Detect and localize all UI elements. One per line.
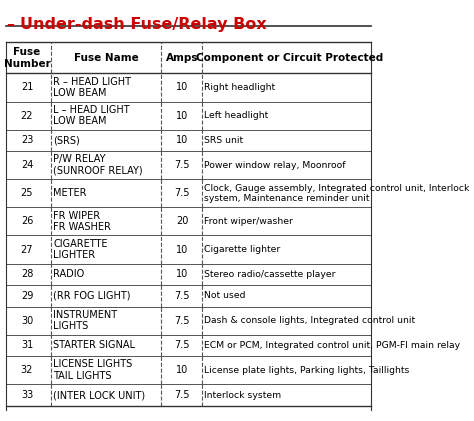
Text: (INTER LOCK UNIT): (INTER LOCK UNIT) [53, 390, 145, 400]
Text: 7.5: 7.5 [174, 316, 190, 325]
Text: 7.5: 7.5 [174, 188, 190, 198]
Text: 24: 24 [21, 160, 33, 170]
Text: 31: 31 [21, 341, 33, 350]
Text: Dash & console lights, Integrated control unit: Dash & console lights, Integrated contro… [204, 316, 415, 325]
Text: 30: 30 [21, 316, 33, 325]
Text: (SRS): (SRS) [53, 136, 80, 145]
Text: Component or Circuit Protected: Component or Circuit Protected [196, 53, 383, 63]
Text: Left headlight: Left headlight [204, 111, 268, 120]
Text: 33: 33 [21, 390, 33, 400]
Text: 7.5: 7.5 [174, 160, 190, 170]
Text: 28: 28 [21, 269, 33, 280]
Text: Fuse Name: Fuse Name [74, 53, 138, 63]
Text: Right headlight: Right headlight [204, 83, 275, 92]
Text: License plate lights, Parking lights, Taillights: License plate lights, Parking lights, Ta… [204, 366, 409, 375]
Text: 7.5: 7.5 [174, 390, 190, 400]
Text: P/W RELAY
(SUNROOF RELAY): P/W RELAY (SUNROOF RELAY) [53, 155, 143, 176]
Text: 26: 26 [21, 216, 33, 226]
Text: 22: 22 [21, 111, 33, 120]
Text: Front wiper/washer: Front wiper/washer [204, 217, 292, 226]
Text: Not used: Not used [204, 291, 245, 300]
Text: 20: 20 [176, 216, 188, 226]
Text: Stereo radio/cassette player: Stereo radio/cassette player [204, 270, 335, 279]
Text: 27: 27 [21, 245, 33, 255]
Text: 25: 25 [21, 188, 33, 198]
Text: FR WIPER
FR WASHER: FR WIPER FR WASHER [53, 210, 111, 232]
Text: Power window relay, Moonroof: Power window relay, Moonroof [204, 161, 345, 170]
Text: Amps: Amps [166, 53, 198, 63]
Text: Under-dash Fuse/Relay Box: Under-dash Fuse/Relay Box [19, 17, 266, 32]
Text: LICENSE LIGHTS
TAIL LIGHTS: LICENSE LIGHTS TAIL LIGHTS [53, 360, 132, 381]
Text: 32: 32 [21, 365, 33, 375]
Text: Clock, Gauge assembly, Integrated control unit, Interlock
system, Maintenance re: Clock, Gauge assembly, Integrated contro… [204, 184, 469, 203]
Text: SRS unit: SRS unit [204, 136, 243, 145]
Text: –: – [7, 17, 15, 32]
Text: Fuse
Number: Fuse Number [4, 47, 50, 69]
Text: 10: 10 [176, 83, 188, 93]
Text: 7.5: 7.5 [174, 341, 190, 350]
Text: ECM or PCM, Integrated control unit, PGM-FI main relay: ECM or PCM, Integrated control unit, PGM… [204, 341, 460, 350]
Text: Cigarette lighter: Cigarette lighter [204, 245, 280, 254]
Text: (RR FOG LIGHT): (RR FOG LIGHT) [53, 291, 130, 301]
Text: 21: 21 [21, 83, 33, 93]
Text: 10: 10 [176, 111, 188, 120]
Text: L – HEAD LIGHT
LOW BEAM: L – HEAD LIGHT LOW BEAM [53, 105, 129, 126]
Text: METER: METER [53, 188, 86, 198]
Text: 10: 10 [176, 269, 188, 280]
Text: R – HEAD LIGHT
LOW BEAM: R – HEAD LIGHT LOW BEAM [53, 77, 131, 98]
Text: Interlock system: Interlock system [204, 391, 281, 400]
Text: 7.5: 7.5 [174, 291, 190, 301]
Text: CIGARETTE
LIGHTER: CIGARETTE LIGHTER [53, 239, 108, 260]
Text: RADIO: RADIO [53, 269, 84, 280]
Text: 29: 29 [21, 291, 33, 301]
Text: 10: 10 [176, 245, 188, 255]
Text: STARTER SIGNAL: STARTER SIGNAL [53, 341, 135, 350]
Text: 23: 23 [21, 136, 33, 145]
Text: 10: 10 [176, 365, 188, 375]
Text: 10: 10 [176, 136, 188, 145]
Text: INSTRUMENT
LIGHTS: INSTRUMENT LIGHTS [53, 310, 117, 331]
